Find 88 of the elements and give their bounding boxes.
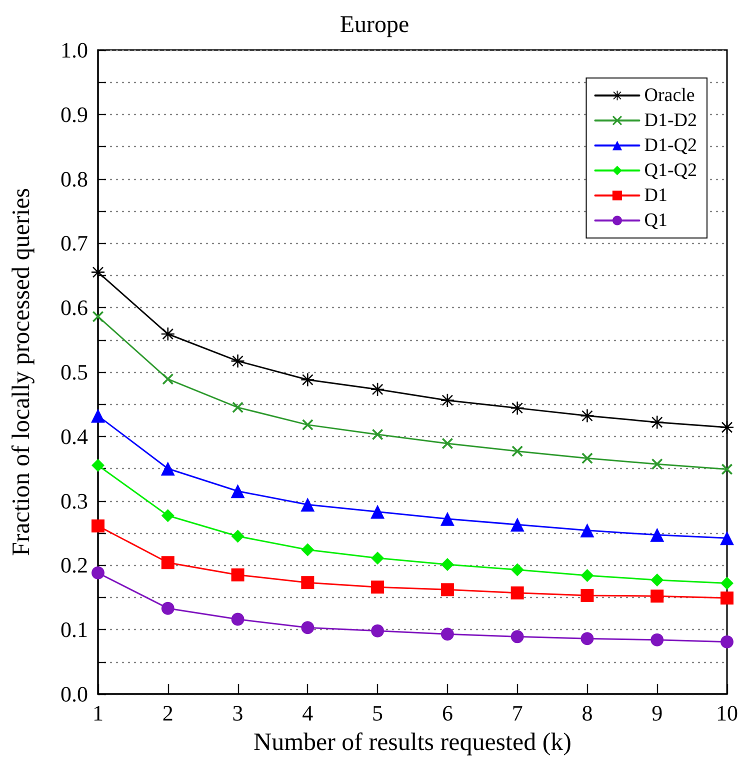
point <box>652 458 663 470</box>
point <box>231 612 244 626</box>
point <box>161 556 174 570</box>
point <box>371 552 384 565</box>
point <box>231 568 244 582</box>
point <box>512 446 523 457</box>
point <box>301 543 314 556</box>
x-tick-label: 10 <box>716 700 738 726</box>
point <box>650 590 664 603</box>
point <box>301 576 314 590</box>
point <box>722 464 732 475</box>
point <box>440 583 454 596</box>
point <box>580 523 594 538</box>
point <box>370 504 385 519</box>
point <box>510 402 524 415</box>
y-tick-label: 1.0 <box>60 38 88 62</box>
point <box>92 458 104 472</box>
point <box>161 509 174 522</box>
point <box>650 574 664 587</box>
point <box>372 428 384 440</box>
point <box>371 624 384 638</box>
y-axis-title: Fraction of locally processed queries <box>8 188 35 556</box>
point <box>440 512 454 526</box>
point <box>580 632 594 646</box>
point <box>160 462 175 476</box>
point <box>300 498 315 512</box>
point <box>650 528 664 542</box>
x-tick-label: 9 <box>652 700 663 726</box>
x-tick-label: 3 <box>232 700 244 726</box>
point <box>91 408 105 423</box>
x-tick-label: 1 <box>92 700 104 726</box>
point <box>442 438 453 449</box>
point <box>510 518 524 532</box>
point <box>650 416 664 429</box>
legend-label: Oracle <box>644 85 695 106</box>
y-tick-label: 0.4 <box>60 424 88 449</box>
legend-label: D1 <box>644 185 668 206</box>
legend-label: Q1-Q2 <box>644 160 698 181</box>
point <box>302 419 314 430</box>
point <box>231 354 244 368</box>
y-tick-label: 0.2 <box>60 552 88 578</box>
x-tick-label: 2 <box>162 700 174 726</box>
y-tick-label: 0.6 <box>60 295 88 320</box>
legend-label: D1-Q2 <box>644 135 698 156</box>
y-tick-label: 0.5 <box>60 360 88 384</box>
point <box>580 569 594 582</box>
point <box>582 452 593 464</box>
y-tick-label: 0.1 <box>60 617 88 642</box>
x-axis-title: Number of results requested (k) <box>254 729 572 756</box>
legend-label: Q1 <box>644 210 668 231</box>
point <box>720 420 734 434</box>
x-tick-label: 6 <box>442 700 453 726</box>
point <box>92 311 104 322</box>
y-tick-label: 0.8 <box>60 166 88 192</box>
point <box>230 484 245 498</box>
point <box>161 328 174 341</box>
point <box>720 576 734 590</box>
point <box>92 566 104 580</box>
x-tick-label: 5 <box>372 700 384 726</box>
point <box>301 373 314 386</box>
point <box>92 266 104 279</box>
point <box>161 602 174 615</box>
x-tick-label: 7 <box>512 700 523 726</box>
x-tick-label: 4 <box>302 700 314 726</box>
point <box>371 580 384 594</box>
y-tick-label: 0.7 <box>60 230 88 256</box>
chart-title: Europe <box>340 12 410 38</box>
point <box>720 592 734 605</box>
point <box>720 531 734 546</box>
legend-label: D1-D2 <box>644 110 698 131</box>
point <box>301 621 314 634</box>
point <box>440 394 454 407</box>
point <box>720 635 734 648</box>
point <box>580 588 594 602</box>
y-tick-label: 0.0 <box>60 682 88 706</box>
point <box>510 563 524 576</box>
point <box>510 630 524 644</box>
x-tick-label: 8 <box>582 700 593 726</box>
point <box>162 374 174 385</box>
point <box>510 586 524 600</box>
y-tick-label: 0.9 <box>60 102 88 127</box>
point <box>231 530 244 543</box>
point <box>440 628 454 641</box>
point <box>92 519 104 532</box>
point <box>232 402 244 413</box>
y-tick-label: 0.3 <box>60 488 88 514</box>
point <box>440 558 454 572</box>
point <box>650 633 664 646</box>
